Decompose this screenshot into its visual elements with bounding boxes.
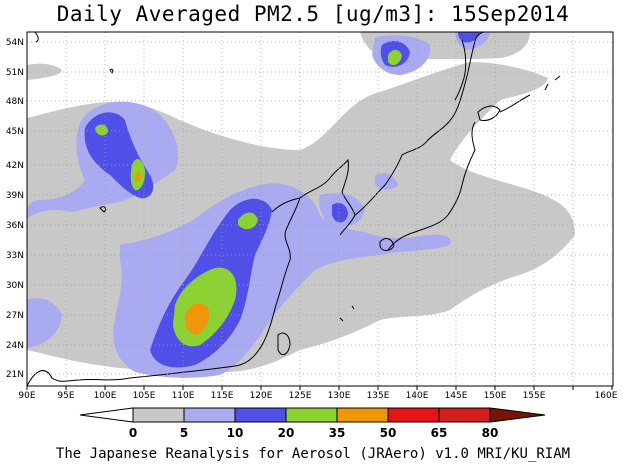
coastline-sakhalin [454,39,467,101]
coastline-lake-b [99,206,107,213]
colorbar-label: 80 [482,426,499,440]
lat-label: 21N [6,370,24,380]
lon-label: 90E [18,391,35,401]
lat-label: 48N [6,97,24,107]
map-title: Daily Averaged PM2.5 [ug/m3]: 15Sep2014 [56,2,570,26]
colorbar-label: 0 [129,426,137,440]
coastline-bohai [271,197,301,213]
lon-label: 100E [94,391,117,401]
blue-region-southwest [27,298,62,348]
colorbar-label: 10 [227,426,244,440]
lon-label: 120E [250,391,273,401]
colorbar-swatch [336,407,389,423]
coastline-kurils [499,75,561,113]
colorbar-label: 35 [329,426,346,440]
lon-label: 115E [211,391,234,401]
lat-label: 51N [6,68,24,78]
deep-blue-okhotsk [458,32,480,43]
colorbar-swatch [285,407,338,423]
colorbar-label: 5 [180,426,188,440]
lon-label: 155E [523,391,546,401]
colorbar-swatch [234,407,287,423]
lat-label: 42N [6,161,24,171]
lat-label: 30N [6,281,24,291]
coastline-russia-east [354,32,485,216]
lon-label: 125E [289,391,312,401]
colorbar-swatch [387,407,440,423]
lon-tick-labels: 90E 95E 100E 105E 110E 115E 120E 125E 13… [18,391,617,401]
colorbar [79,407,546,423]
colorbar-swatch [132,407,185,423]
lat-label: 36N [6,221,24,231]
footer-credit: The Japanese Reanalysis for Aerosol (JRA… [55,446,571,462]
concentration-fields [27,32,613,386]
lon-label: 150E [484,391,507,401]
coastline-northwest [34,32,39,43]
coastline-lake-a [109,68,114,74]
coastline-ryukyu [339,305,355,322]
coastlines [27,32,561,386]
lon-label: 95E [57,391,74,401]
green-sakhalin [388,49,402,66]
graticule [27,32,613,386]
lat-label: 45N [6,127,24,137]
colorbar-labels: 0 5 10 20 35 50 65 80 [129,426,499,440]
colorbar-swatch-upper [489,407,546,423]
orange-china-central [184,303,210,335]
lon-label: 145E [445,391,468,401]
coastline-china-korea [27,158,356,386]
coastline-taiwan [277,332,291,356]
lat-label: 24N [6,341,24,351]
deep-blue-korea [332,203,348,223]
lon-label: 140E [406,391,429,401]
colorbar-swatch-lower [79,407,134,423]
colorbar-label: 20 [278,426,295,440]
lon-label: 110E [172,391,195,401]
lon-label: 130E [328,391,351,401]
blue-region-japan-sea [375,173,398,190]
lat-tick-labels: 21N 24N 27N 30N 33N 36N 39N 42N 45N 48N … [6,38,24,380]
lon-label: 105E [133,391,156,401]
tick-marks [26,386,613,390]
lon-label: 160E [595,391,618,401]
colorbar-swatch [183,407,236,423]
lat-label: 27N [6,311,24,321]
orange-mongolia [135,171,141,181]
colorbar-label: 65 [431,426,448,440]
lat-label: 54N [6,38,24,48]
coastline-japan-honshu [387,121,476,251]
colorbar-swatch [438,407,491,423]
coastline-southwest [27,348,28,370]
grey-region-northwest [27,63,62,80]
field-level-50 [135,171,210,335]
coastline-hokkaido [477,105,501,121]
lat-label: 39N [6,191,24,201]
lat-label: 33N [6,251,24,261]
coastline-kyushu [379,238,395,251]
plot-frame [26,31,614,387]
colorbar-label: 50 [380,426,397,440]
lon-label: 135E [367,391,390,401]
